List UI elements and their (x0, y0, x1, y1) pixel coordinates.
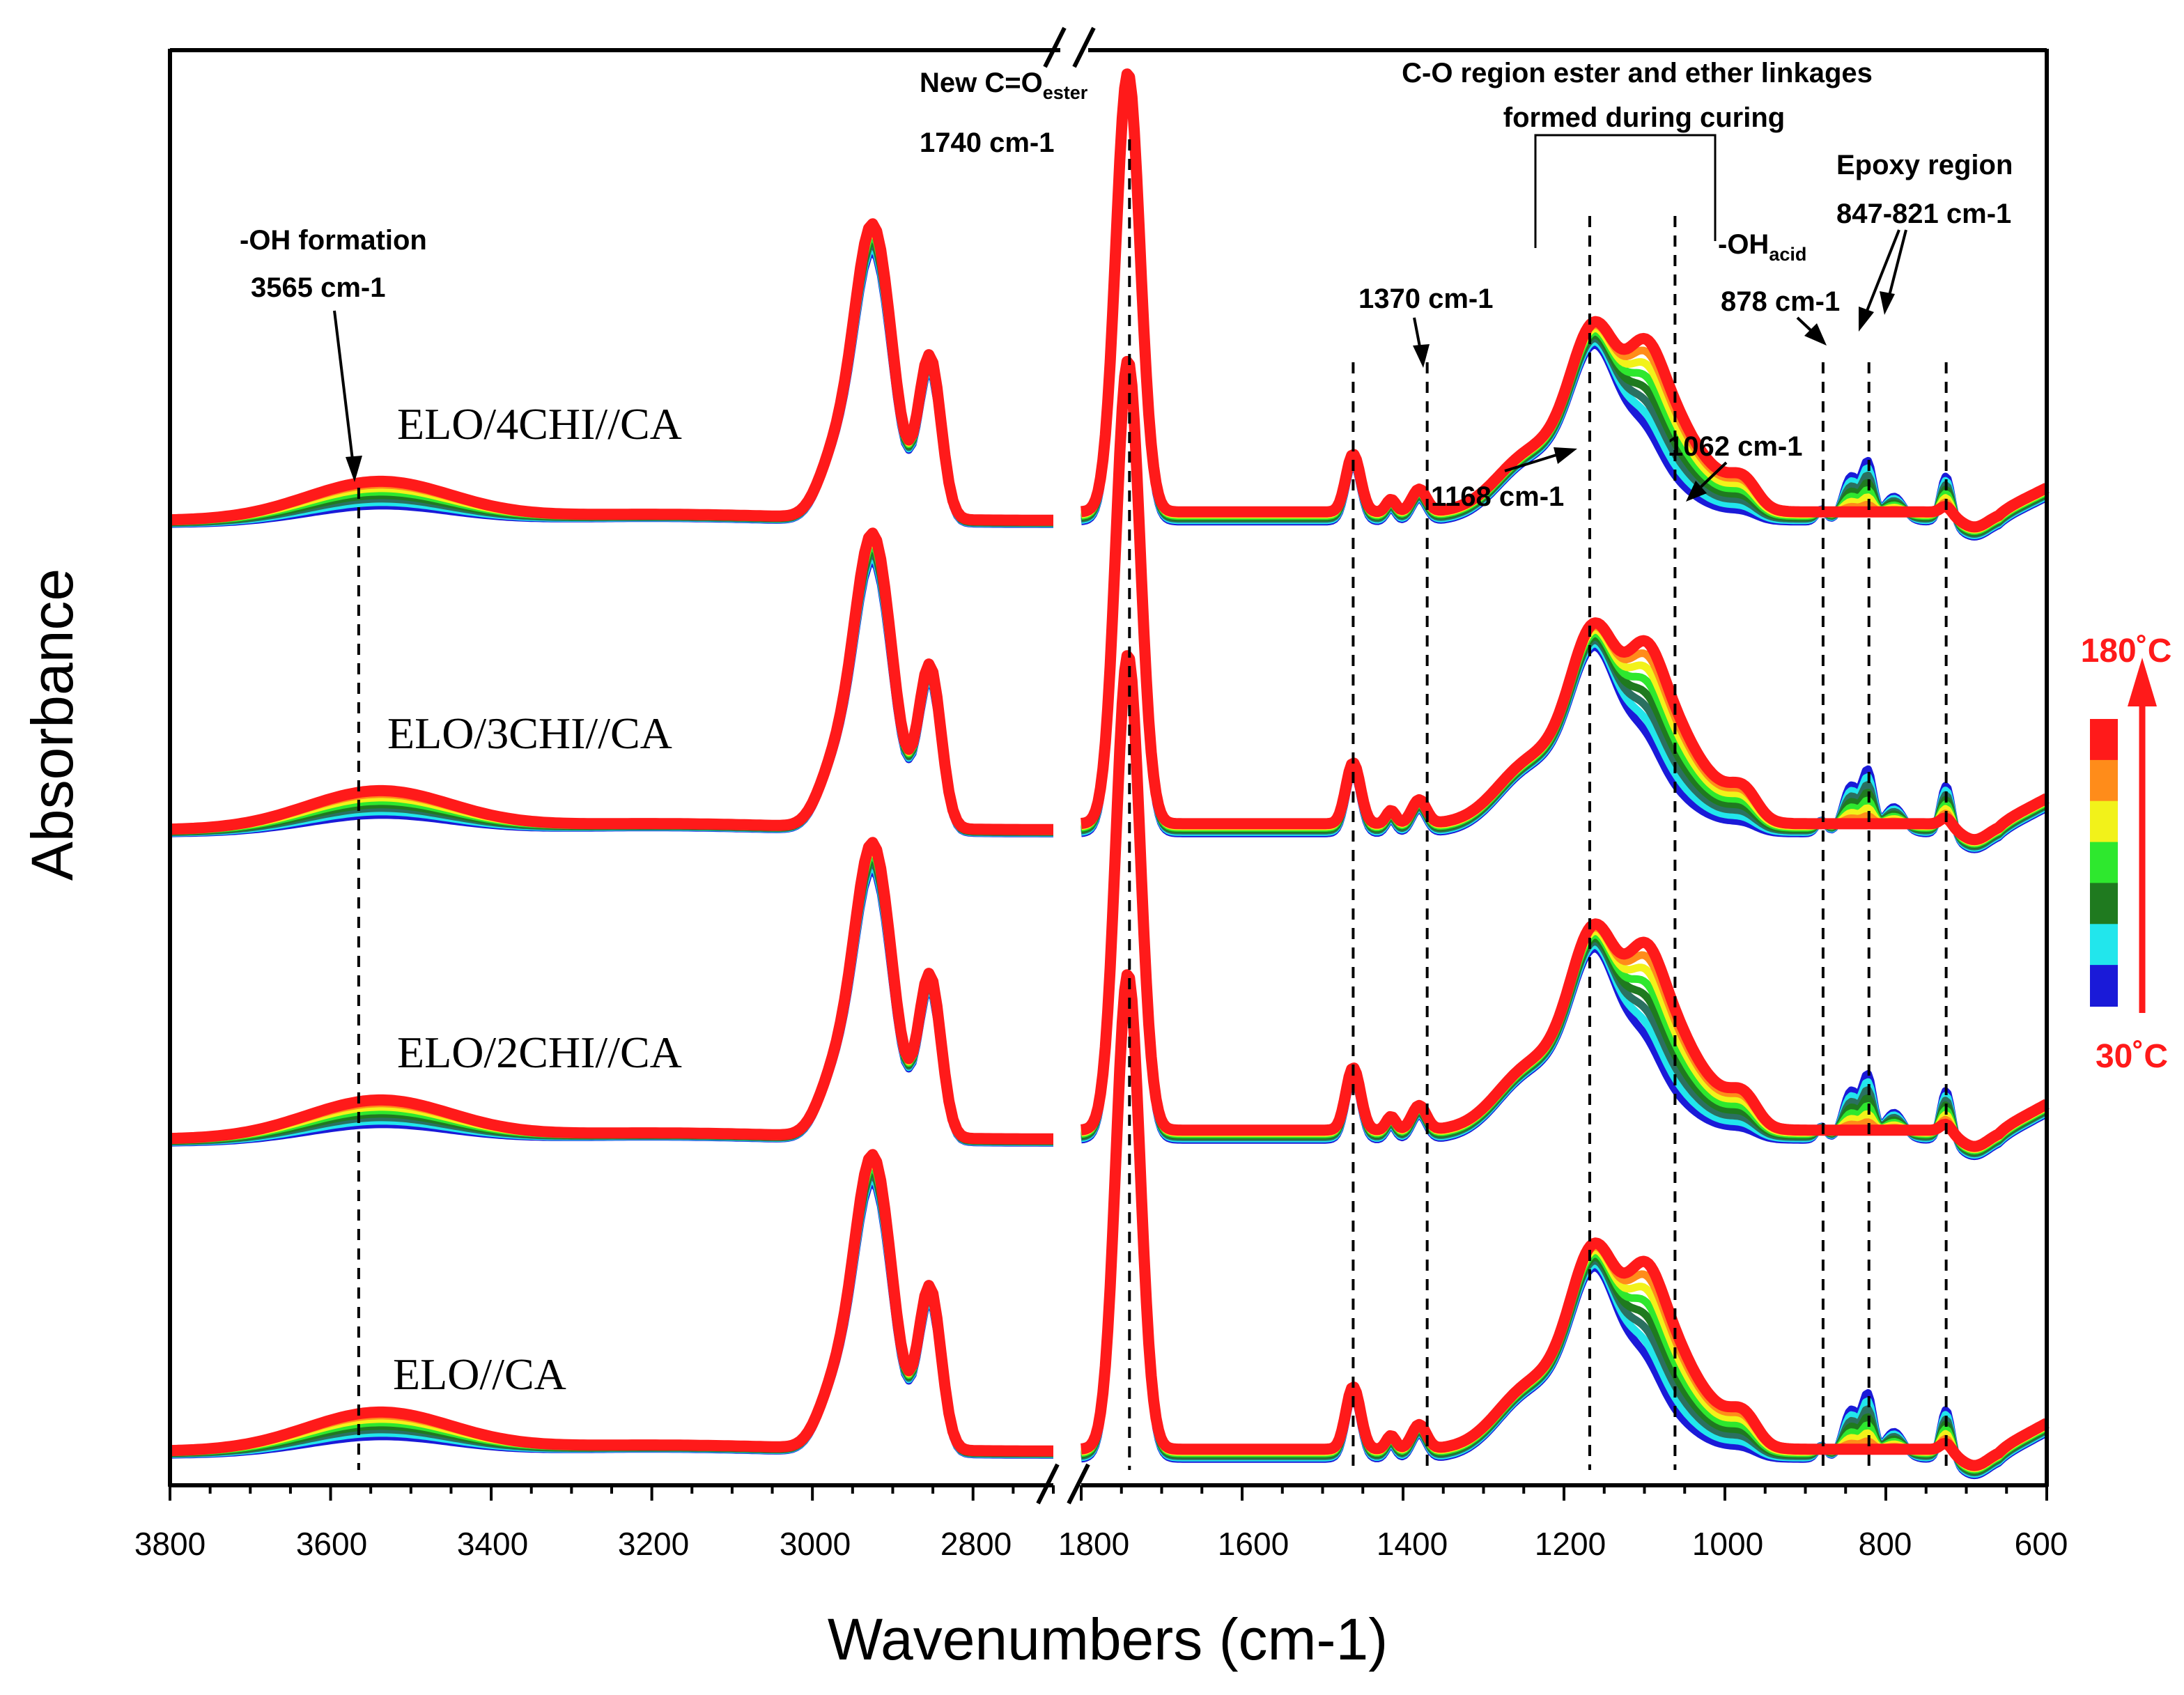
tick-label-1200: 1200 (1535, 1526, 1606, 1562)
reference-lines (357, 139, 1948, 1470)
colorbar-segment-5 (2090, 924, 2118, 966)
x-axis-title: Wavenumbers (cm-1) (828, 1607, 1388, 1672)
spectrum-right-2-6 (1080, 653, 2049, 1152)
annotation-oh-arrow (333, 310, 355, 472)
annotation-1370: 1370 cm-1 (1358, 284, 1493, 314)
annotation-1062: 1062 cm-1 (1668, 431, 1802, 462)
annotation-1740: 1740 cm-1 (920, 127, 1054, 158)
spectrum-right-1-4 (1080, 362, 2049, 848)
sample-label-elo-2chi: ELO/2CHI//CA (397, 1028, 682, 1077)
spectrum-right-0-5 (1080, 72, 2049, 534)
axis-break-top (1043, 26, 1096, 68)
spectrum-right-2-4 (1080, 656, 2049, 1155)
sample-label-elo-4chi: ELO/4CHI//CA (397, 399, 682, 449)
tick-label-3400: 3400 (457, 1526, 528, 1562)
spectrum-right-3-3 (1080, 976, 2049, 1476)
colorbar-segment-0 (2090, 719, 2118, 761)
spectrum-left-0-7 (168, 218, 1055, 526)
spectrum-right-2-3 (1080, 657, 2049, 1156)
spectrum-right-1-7 (1078, 355, 2050, 846)
tick-label-1800: 1800 (1058, 1526, 1129, 1562)
spectrum-right-2-5 (1080, 654, 2049, 1154)
annotation-epoxy-arrow-2 (1887, 229, 1907, 302)
tick-label-800: 800 (1859, 1526, 1912, 1562)
tick-label-600: 600 (2015, 1526, 2068, 1562)
annotation-epoxy-arrow-1 (1863, 229, 1900, 318)
colorbar-segment-2 (2090, 800, 2118, 843)
annotation-co-region-bracket (1534, 134, 1717, 248)
colorbar-segment-6 (2090, 965, 2118, 1007)
spectrum-right-3-1 (1080, 979, 2049, 1478)
tick-label-3800: 3800 (134, 1526, 206, 1562)
annotation-847-821: 847-821 cm-1 (1836, 199, 2011, 229)
spectrum-right-0-7 (1078, 68, 2050, 533)
annotation-new-co-ester: New C=Oester (920, 68, 1088, 103)
spectrum-right-1-5 (1080, 360, 2049, 846)
spectrum-right-1-0 (1080, 367, 2049, 853)
sample-label-elo-3chi: ELO/3CHI//CA (387, 709, 672, 758)
spectrum-right-0-4 (1080, 74, 2049, 535)
spectrum-right-3-2 (1080, 977, 2049, 1477)
annotation-oh-wavenumber: 3565 cm-1 (251, 272, 385, 303)
spectrum-right-1-1 (1080, 366, 2049, 852)
y-axis-title: Absorbance (20, 568, 85, 881)
svg-text:-OHacid: -OHacid (1718, 229, 1806, 265)
spectrum-right-2-7 (1078, 650, 2050, 1152)
colorbar-segment-4 (2090, 883, 2118, 925)
annotation-epoxy-region: Epoxy region (1836, 150, 2013, 180)
tick-label-1600: 1600 (1218, 1526, 1289, 1562)
annotation-1168-arrow (1504, 451, 1564, 472)
annotation-co-region-line1: C-O region ester and ether linkages (1402, 58, 1873, 88)
annotation-1370-arrowhead (1413, 344, 1430, 368)
annotation-oh-arrowhead (346, 456, 362, 482)
spectrum-right-2-2 (1080, 658, 2049, 1158)
tick-label-1000: 1000 (1692, 1526, 1763, 1562)
colorbar-segment-3 (2090, 842, 2118, 884)
spectrum-right-0-3 (1080, 75, 2049, 536)
spectrum-right-2-0 (1080, 661, 2049, 1161)
tick-label-3600: 3600 (296, 1526, 367, 1562)
spectrum-right-1-3 (1080, 363, 2049, 849)
spectrum-right-1-6 (1080, 359, 2049, 845)
annotation-co-region-line2: formed during curing (1503, 102, 1785, 133)
annotation-1168-arrowhead (1554, 447, 1577, 464)
colorbar-segment-1 (2090, 759, 2118, 802)
annotation-epoxy-arrowhead-2 (1880, 291, 1895, 315)
spectra-layer (168, 68, 2050, 1480)
spectrum-right-3-0 (1080, 980, 2049, 1480)
annotation-oh-acid: -OHacid (1718, 229, 1806, 265)
annotation-878: 878 cm-1 (1721, 286, 1840, 317)
colorbar-top-label: 180˚C (2081, 633, 2172, 670)
annotation-epoxy-arrowhead-1 (1859, 307, 1874, 332)
spectrum-left-1-7 (168, 527, 1055, 835)
sample-label-elo-ca: ELO//CA (393, 1349, 566, 1399)
spectrum-right-3-4 (1080, 975, 2049, 1474)
tick-label-3000: 3000 (780, 1526, 851, 1562)
colorbar-bottom-label: 30˚C (2096, 1038, 2168, 1075)
annotation-878-arrowhead (1804, 323, 1827, 346)
annotation-1062-arrowhead (1686, 481, 1707, 502)
temperature-colorbar (2090, 719, 2118, 1007)
spectrum-right-0-6 (1080, 71, 2049, 532)
annotation-oh-formation: -OH formation (240, 225, 427, 256)
spectrum-right-0-2 (1080, 77, 2049, 538)
spectrum-right-3-5 (1080, 973, 2049, 1473)
spectrum-left-3-7 (168, 1149, 1055, 1457)
tick-label-3200: 3200 (618, 1526, 689, 1562)
x-ticks (169, 1485, 2048, 1501)
annotation-1168: 1168 cm-1 (1431, 481, 1564, 512)
spectrum-right-3-7 (1078, 969, 2050, 1471)
spectrum-left-2-7 (168, 837, 1055, 1145)
spectrum-right-1-2 (1080, 364, 2049, 851)
spectrum-right-3-6 (1080, 972, 2049, 1471)
spectrum-right-2-1 (1080, 660, 2049, 1159)
tick-label-1400: 1400 (1377, 1526, 1448, 1562)
colorbar-arrow-head (2128, 658, 2157, 706)
axis-break-bottom (1036, 1463, 1090, 1505)
tick-label-2800: 2800 (940, 1526, 1012, 1562)
svg-text:New C=Oester: New C=Oester (920, 68, 1088, 103)
